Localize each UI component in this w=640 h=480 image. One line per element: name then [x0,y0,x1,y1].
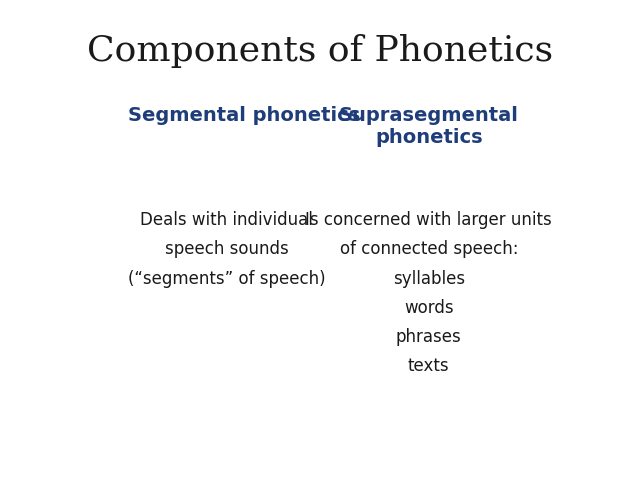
Text: Is concerned with larger units
of connected speech:
syllables
words
phrases
text: Is concerned with larger units of connec… [305,211,552,375]
Text: Suprasegmental
phonetics: Suprasegmental phonetics [339,106,519,146]
Text: Components of Phonetics: Components of Phonetics [87,34,553,68]
Text: Segmental phonetics: Segmental phonetics [128,106,360,125]
Text: Deals with individual
speech sounds
(“segments” of speech): Deals with individual speech sounds (“se… [128,211,326,288]
